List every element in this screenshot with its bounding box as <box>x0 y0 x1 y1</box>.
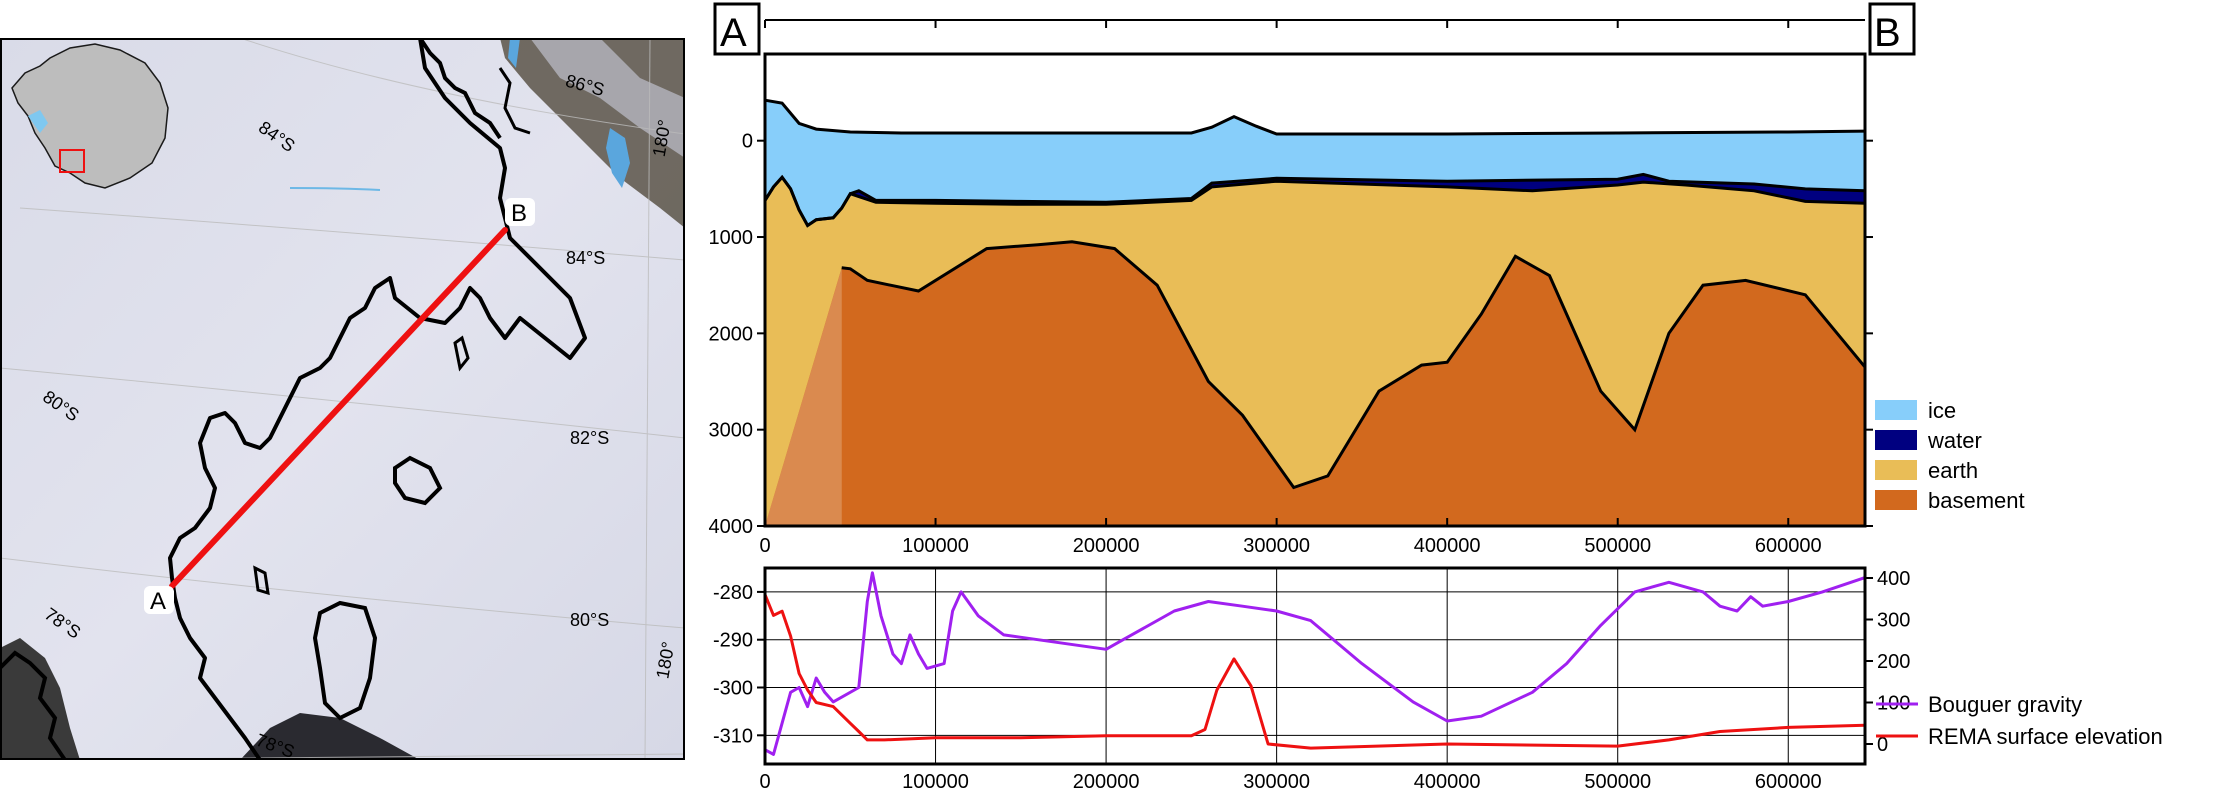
cross-section-layers <box>763 98 1867 527</box>
map-panel[interactable]: 84°S 86°S 180° 84°S 80°S 82°S 80°S 78°S … <box>0 38 685 800</box>
left-tick-label: -280 <box>713 582 753 604</box>
blue-ice-patch <box>606 128 630 188</box>
endpoint-b: B <box>505 198 535 227</box>
mountain-snow <box>530 38 685 158</box>
y-tick-label: 2000 <box>709 323 754 345</box>
profile-x-tick-label: 0 <box>759 771 770 793</box>
profile-grid <box>764 568 1865 764</box>
cross-section-chart: 0 100000 200000 300000 400000 500000 600000 0 1… <box>709 19 2025 557</box>
corner-label-b: B <box>1868 2 1916 56</box>
ross-island-region <box>240 713 420 760</box>
legend-label-earth: earth <box>1928 458 1978 483</box>
profile-x-tick-label: 500000 <box>1584 771 1651 793</box>
legend-label-water: water <box>1927 428 1982 453</box>
profile-series <box>763 571 1866 756</box>
cross-section-frame-top-bar <box>765 20 1865 54</box>
profile-x-tick-label: 100000 <box>902 771 969 793</box>
inset-region-box <box>59 149 85 173</box>
grounding-line <box>168 38 587 760</box>
corner-label-b-text: B <box>1874 11 1901 55</box>
profile-legend: Bouguer gravity REMA surface elevation <box>1876 692 2163 749</box>
island-outline-4 <box>453 335 470 372</box>
right-tick-label: 200 <box>1877 651 1910 673</box>
legend-swatch-water <box>1875 430 1917 450</box>
legend-label-bouguer-gravity: Bouguer gravity <box>1928 692 2082 717</box>
island-outline-1 <box>393 455 443 506</box>
layer-basement-edge <box>765 267 842 526</box>
corner-label-a-text: A <box>720 11 747 55</box>
x-tick-label: 100000 <box>902 535 969 557</box>
profile-frame <box>763 566 1867 766</box>
cross-section-x-ticks: 0 100000 200000 300000 400000 500000 600000 <box>759 19 1865 557</box>
cross-section-y-ticks: 0 1000 2000 3000 4000 <box>709 131 1873 538</box>
blue-ice-streak <box>289 187 381 191</box>
profile-line-chart: 0 100000 200000 300000 400000 500000 600000 -2… <box>713 566 2163 793</box>
left-tick-label: -310 <box>713 725 753 747</box>
lat-label-80-right: 80°S <box>570 610 609 630</box>
boundary-basement-top <box>841 240 1867 490</box>
right-tick-label: 300 <box>1877 610 1910 632</box>
blue-ice-patch-top <box>508 38 520 68</box>
legend-swatch-earth <box>1875 460 1917 480</box>
endpoint-b-label: B <box>511 200 527 227</box>
y-tick-label: 0 <box>742 131 753 153</box>
series-line-rema-surface-elevation <box>763 594 1866 750</box>
right-tick-label: 400 <box>1877 568 1910 590</box>
lat-label-84-right: 84°S <box>566 248 605 268</box>
antarctica-inset-continent <box>11 43 169 189</box>
right-tick-label: 0 <box>1877 734 1888 756</box>
profile-y-left-ticks: -280 -290 -300 -310 <box>713 582 765 747</box>
boundary-ice-top <box>764 98 1866 136</box>
profile-x-tick-label: 400000 <box>1414 771 1481 793</box>
x-tick-label: 400000 <box>1414 535 1481 557</box>
x-tick-label: 300000 <box>1243 535 1310 557</box>
cross-section-legend: ice water earth basement <box>1875 398 2025 513</box>
legend-label-basement: basement <box>1928 488 2025 513</box>
island-outline-3 <box>253 565 270 596</box>
antarctica-inset-map <box>11 43 169 189</box>
boundary-water-base <box>763 174 1866 228</box>
endpoint-a: A <box>144 586 174 615</box>
legend-label-ice: ice <box>1928 398 1956 423</box>
profile-x-tick-label: 600000 <box>1755 771 1822 793</box>
left-tick-label: -300 <box>713 678 753 700</box>
x-tick-label: 500000 <box>1584 535 1651 557</box>
left-tick-label: -290 <box>713 630 753 652</box>
inset-ice-shelf <box>28 110 48 133</box>
profile-x-tick-label: 200000 <box>1073 771 1140 793</box>
grounding-line-upper <box>418 38 502 140</box>
layer-ice <box>765 100 1865 226</box>
x-tick-label: 200000 <box>1073 535 1140 557</box>
y-tick-label: 1000 <box>709 227 754 249</box>
island-outline-2 <box>312 600 378 721</box>
y-tick-label: 3000 <box>709 420 754 442</box>
series-line-bouguer-gravity <box>764 571 1866 756</box>
endpoint-a-label: A <box>150 588 166 615</box>
coast-bottom-left <box>0 650 67 760</box>
layer-basement <box>765 241 1865 527</box>
legend-swatch-basement <box>1875 490 1917 510</box>
map-frame <box>0 38 685 760</box>
corner-label-a: A <box>713 2 761 56</box>
x-tick-label: 600000 <box>1755 535 1822 557</box>
y-tick-label: 4000 <box>709 516 754 538</box>
coast-mountains <box>498 67 531 135</box>
legend-label-rema-surface-elevation: REMA surface elevation <box>1928 724 2163 749</box>
profile-x-tick-label: 300000 <box>1243 771 1310 793</box>
cross-section-frame <box>763 52 1867 528</box>
profile-x-ticks: 0 100000 200000 300000 400000 500000 600000 <box>759 771 1821 793</box>
legend-swatch-ice <box>1875 400 1917 420</box>
lat-label-82: 82°S <box>570 428 609 448</box>
x-tick-label: 0 <box>759 535 770 557</box>
profile-line-a-b <box>169 227 508 589</box>
